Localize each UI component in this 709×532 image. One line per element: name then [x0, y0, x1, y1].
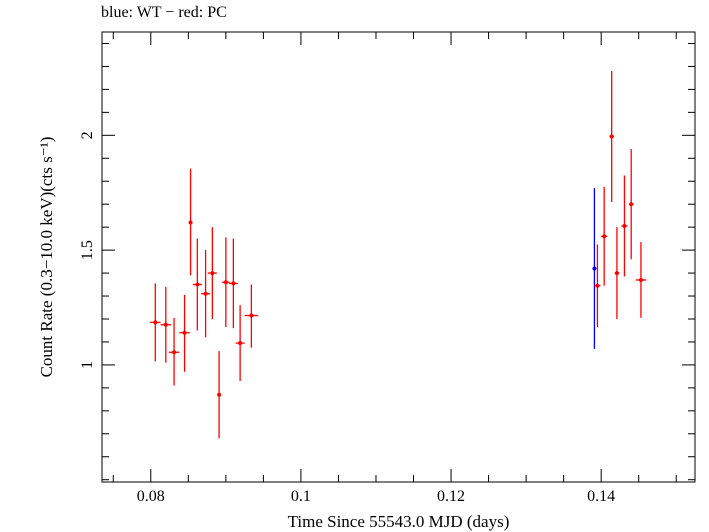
data-point-pc [217, 351, 222, 439]
data-point-pc [621, 175, 628, 277]
data-point-pc [201, 250, 211, 338]
data-point-pc [222, 237, 230, 328]
data-marker [249, 313, 254, 318]
data-marker [238, 341, 243, 346]
data-marker [153, 320, 158, 325]
data-marker [172, 350, 177, 355]
data-marker [188, 220, 193, 225]
data-point-pc [601, 186, 608, 286]
chart-title: blue: WT − red: PC [101, 4, 227, 21]
data-point-wt [592, 188, 597, 349]
x-tick-label: 0.08 [137, 488, 165, 505]
data-marks [150, 71, 647, 439]
data-marker [223, 280, 228, 285]
data-marker [609, 134, 614, 139]
data-point-pc [628, 149, 634, 260]
x-axis-title: Time Since 55543.0 MJD (days) [288, 512, 510, 531]
data-point-pc [179, 294, 190, 372]
data-marker [231, 281, 236, 286]
y-tick-label: 2 [79, 131, 96, 139]
data-point-pc [609, 71, 614, 202]
data-point-pc [594, 244, 601, 328]
axis-ticks [102, 32, 695, 482]
data-marker [163, 322, 168, 327]
data-point-pc [168, 317, 180, 386]
data-marker [195, 282, 200, 287]
data-marker [638, 277, 643, 282]
y-tick-label: 1 [79, 361, 96, 369]
data-point-pc [635, 242, 647, 318]
data-marker [602, 234, 607, 239]
data-marker [182, 330, 187, 335]
data-marker [614, 271, 619, 276]
data-point-pc [192, 238, 202, 331]
data-point-pc [614, 227, 620, 319]
data-marker [592, 266, 597, 271]
data-point-pc [150, 283, 161, 362]
y-axis-title: Count Rate (0.3−10.0 keV)(cts s⁻¹) [37, 137, 56, 378]
data-point-pc [244, 284, 259, 348]
data-marker [595, 283, 600, 288]
data-point-pc [228, 238, 238, 329]
data-marker [203, 291, 208, 296]
data-marker [622, 224, 627, 229]
data-marker [210, 271, 215, 276]
data-marker [217, 392, 222, 397]
data-point-pc [207, 227, 217, 319]
tick-labels: 0.08 0.1 0.12 0.14 1 1.5 2 [79, 131, 615, 505]
data-marker [629, 202, 634, 207]
data-point-pc [188, 168, 193, 276]
x-tick-label: 0.12 [437, 488, 465, 505]
y-tick-label: 1.5 [79, 240, 96, 260]
data-point-pc [235, 305, 245, 381]
data-point-pc [160, 286, 172, 363]
plot-frame [101, 31, 696, 483]
x-tick-label: 0.1 [291, 488, 311, 505]
x-tick-label: 0.14 [587, 488, 615, 505]
